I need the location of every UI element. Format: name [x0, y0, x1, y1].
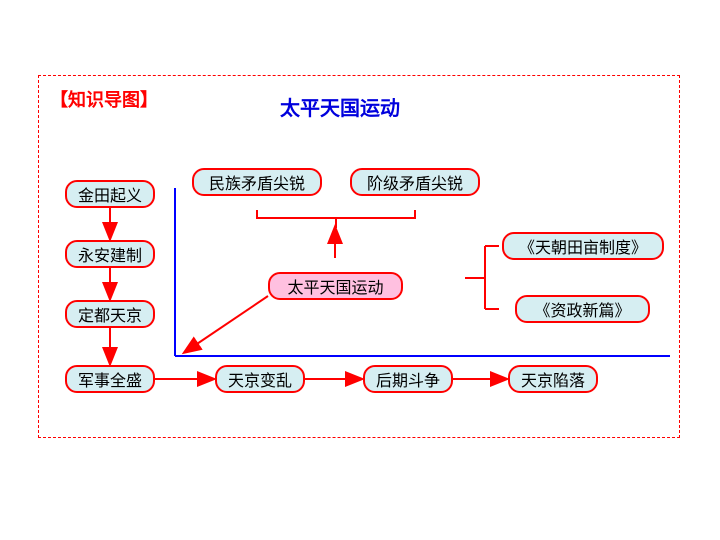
node-label: 太平天国运动 — [287, 274, 383, 298]
node-n_yongan: 永安建制 — [65, 240, 155, 268]
node-n_houqi: 后期斗争 — [363, 365, 453, 393]
node-n_junshi: 军事全盛 — [65, 365, 155, 393]
main-title: 太平天国运动 — [280, 92, 400, 121]
node-label: 军事全盛 — [78, 367, 142, 391]
node-n_jieji: 阶级矛盾尖锐 — [350, 168, 480, 196]
node-n_xianluo: 天京陷落 — [508, 365, 598, 393]
node-label: 天京变乱 — [228, 367, 292, 391]
node-n_zizheng: 《资政新篇》 — [515, 295, 650, 323]
node-label: 民族矛盾尖锐 — [209, 170, 305, 194]
node-n_dingdu: 定都天京 — [65, 300, 155, 328]
node-label: 定都天京 — [78, 302, 142, 326]
node-label: 阶级矛盾尖锐 — [367, 170, 463, 194]
node-label: 《资政新篇》 — [534, 297, 630, 321]
node-n_bianluan: 天京变乱 — [215, 365, 305, 393]
node-n_center: 太平天国运动 — [268, 272, 403, 300]
section-title: 【知识导图】 — [50, 86, 158, 112]
node-n_minzu: 民族矛盾尖锐 — [192, 168, 322, 196]
node-label: 永安建制 — [78, 242, 142, 266]
node-label: 天京陷落 — [521, 367, 585, 391]
node-label: 《天朝田亩制度》 — [519, 234, 647, 258]
node-label: 后期斗争 — [376, 367, 440, 391]
node-n_jintian: 金田起义 — [65, 180, 155, 208]
node-label: 金田起义 — [78, 182, 142, 206]
node-n_tianchao: 《天朝田亩制度》 — [502, 232, 664, 260]
